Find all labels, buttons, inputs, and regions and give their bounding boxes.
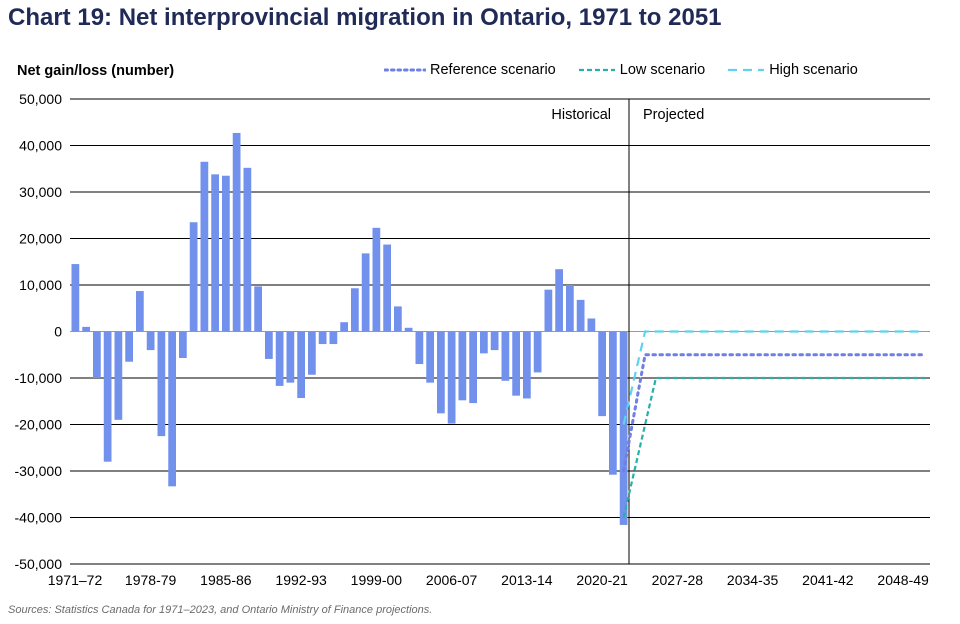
bar (71, 264, 80, 332)
bar (265, 331, 273, 359)
bar (404, 327, 413, 332)
series-line-reference (622, 353, 927, 473)
bar (523, 331, 531, 399)
x-tick-label: 2006-07 (426, 572, 478, 588)
bar (361, 253, 370, 332)
annotation-projected: Projected (643, 107, 704, 123)
bar (566, 285, 574, 332)
y-tick-label: -30,000 (15, 463, 63, 479)
legend: Reference scenario Low scenario High sce… (384, 62, 880, 78)
legend-item-low: Low scenario (578, 62, 705, 78)
bar (286, 331, 295, 383)
bar (146, 331, 155, 351)
x-tick-label: 2013-14 (501, 572, 553, 588)
legend-swatch-high (728, 68, 765, 72)
bar (200, 161, 209, 332)
legend-label-low: Low scenario (619, 62, 706, 78)
bar (619, 331, 628, 525)
bar (372, 227, 381, 332)
bar (469, 331, 477, 404)
bar (340, 322, 348, 332)
series-line-high (622, 330, 925, 425)
bar (211, 174, 219, 332)
x-tick-label: 2034-35 (727, 572, 779, 588)
legend-swatch-reference (384, 68, 426, 72)
y-tick-label: -40,000 (15, 510, 63, 526)
bar (168, 331, 176, 487)
bar (318, 331, 327, 345)
bar (157, 331, 166, 437)
x-tick-label: 1971–72 (48, 572, 103, 588)
x-tick-label: 1999-00 (351, 572, 403, 588)
x-tick-label: 1985-86 (200, 572, 252, 588)
bar (222, 175, 230, 332)
bar (490, 331, 499, 351)
series-line-low (622, 376, 925, 518)
bar (426, 331, 434, 383)
bar (458, 331, 467, 401)
bar (308, 331, 316, 375)
bar (544, 289, 553, 332)
annotation-historical: Historical (551, 107, 611, 123)
bar (114, 331, 123, 420)
bar (232, 132, 241, 332)
bar (351, 288, 359, 332)
y-tick-label: 40,000 (19, 138, 62, 154)
bar (576, 299, 585, 332)
x-tick-label: 1992-93 (275, 572, 327, 588)
bar (555, 269, 563, 332)
bar (297, 331, 305, 398)
legend-item-high: High scenario (727, 62, 858, 78)
bar (501, 331, 510, 381)
bar (243, 167, 252, 332)
bar (587, 318, 596, 332)
bar (179, 331, 187, 359)
x-tick-label: 1978-79 (125, 572, 177, 588)
bar (394, 306, 402, 332)
bar (598, 331, 606, 417)
x-tick-label: 2048-49 (877, 572, 929, 588)
bar (609, 331, 617, 475)
bar (512, 331, 520, 396)
legend-swatch-low (578, 68, 615, 72)
y-tick-label: 10,000 (19, 277, 62, 293)
x-tick-label: 2020-21 (576, 572, 628, 588)
bar (480, 331, 488, 354)
bar (136, 291, 144, 332)
bar (125, 331, 133, 362)
bar (383, 244, 391, 332)
chart-canvas: 50,000 40,000 30,000 20,000 10,000 0 -10,000 -2… (15, 91, 930, 588)
bar (82, 326, 90, 332)
chart-title: Chart 19: Net interprovincial migration … (8, 4, 722, 31)
bar (533, 331, 542, 373)
y-tick-label: -10,000 (15, 370, 63, 386)
bar (103, 331, 112, 462)
y-tick-label: 50,000 (19, 91, 62, 107)
y-tick-label: 0 (54, 324, 62, 340)
bar (254, 286, 262, 332)
y-tick-label: 20,000 (19, 231, 62, 247)
legend-item-reference: Reference scenario (384, 62, 556, 78)
legend-label-reference: Reference scenario (430, 62, 556, 78)
bar (189, 222, 198, 332)
x-tick-label: 2041-42 (802, 572, 854, 588)
x-tick-label: 2027-28 (652, 572, 704, 588)
source-note: Sources: Statistics Canada for 1971–2023… (8, 604, 433, 616)
bar (447, 331, 456, 424)
bar (329, 331, 338, 345)
y-axis-label: Net gain/loss (number) (17, 63, 175, 79)
y-tick-label: -50,000 (15, 556, 63, 572)
y-tick-label: 30,000 (19, 184, 62, 200)
y-tick-label: -20,000 (15, 417, 63, 433)
legend-label-high: High scenario (769, 62, 858, 78)
bar (93, 331, 101, 378)
bar (437, 331, 445, 414)
bar (415, 331, 424, 365)
bar (275, 331, 284, 386)
